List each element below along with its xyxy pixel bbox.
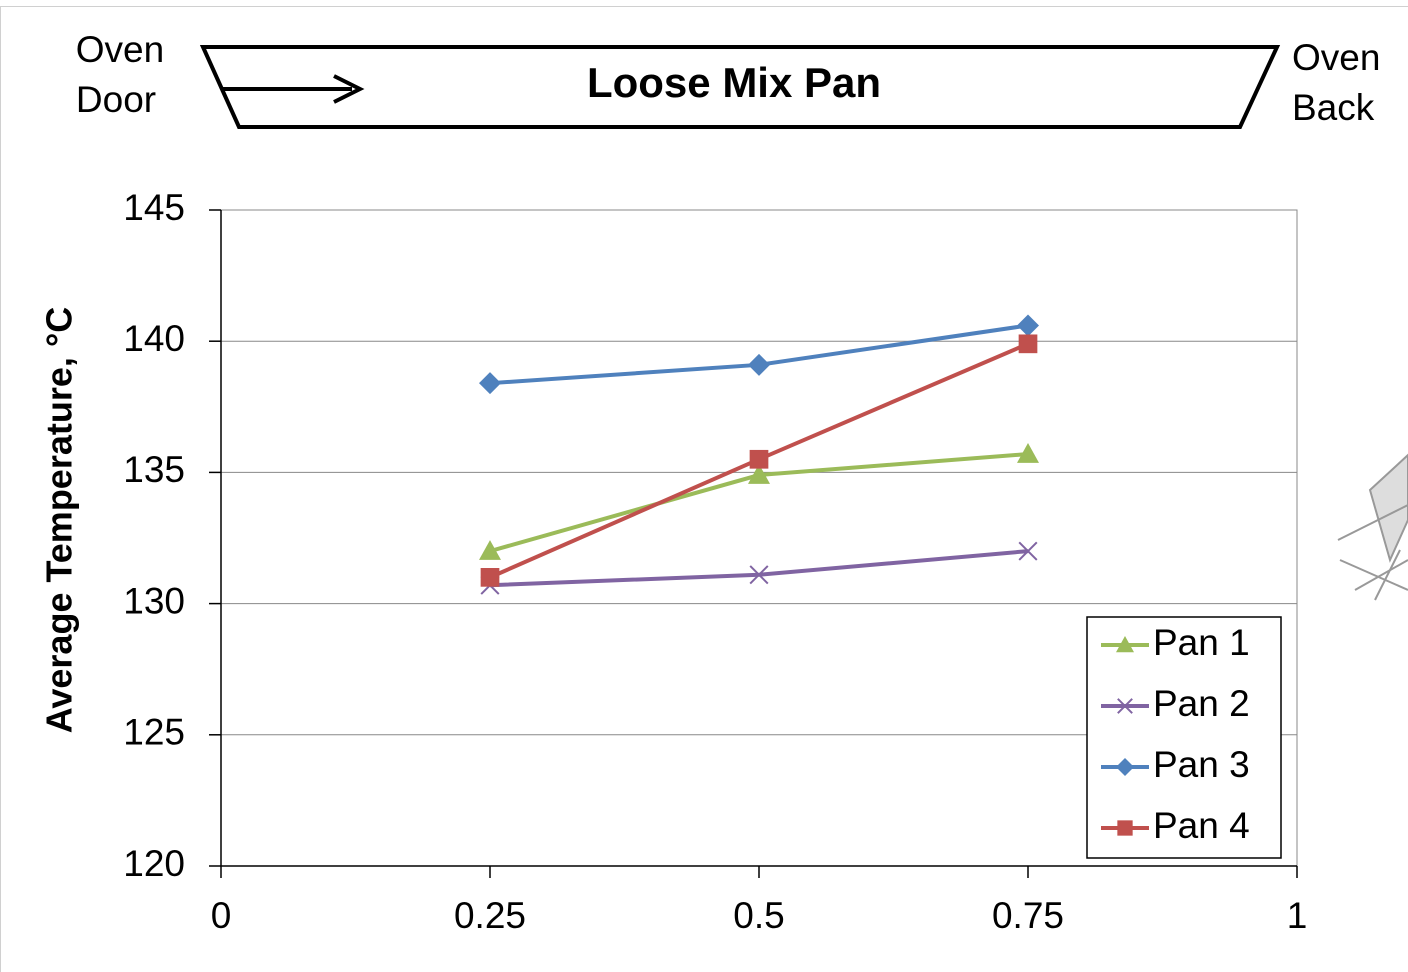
point bbox=[1017, 314, 1039, 337]
left-label: Door bbox=[76, 79, 156, 120]
x-tick-label: 0 bbox=[211, 895, 232, 936]
point bbox=[1018, 334, 1038, 354]
pan-shape bbox=[199, 45, 1281, 129]
frame bbox=[0, 6, 1408, 972]
x-tick-label: 0.25 bbox=[454, 895, 526, 936]
x-tick-label: 1 bbox=[1287, 895, 1308, 936]
y-tick-label: 145 bbox=[123, 187, 185, 228]
y-axis-label: Average Temperature, °C bbox=[39, 307, 80, 734]
point bbox=[1018, 541, 1038, 561]
point bbox=[479, 540, 501, 560]
legend-label: Pan 3 bbox=[1153, 744, 1250, 785]
point bbox=[749, 449, 769, 469]
point bbox=[748, 353, 770, 376]
series-line bbox=[489, 549, 1029, 588]
y-tick-label: 125 bbox=[123, 712, 185, 753]
legend-marker bbox=[1117, 698, 1133, 714]
right-label: Back bbox=[1292, 87, 1375, 128]
y-tick-label: 135 bbox=[123, 449, 185, 490]
legend-marker bbox=[1116, 758, 1134, 776]
rack-image bbox=[1337, 453, 1408, 601]
chart-title: Loose Mix Pan bbox=[587, 59, 881, 106]
legend bbox=[1086, 616, 1282, 859]
x-tick-label: 0.5 bbox=[733, 895, 784, 936]
legend-label: Pan 1 bbox=[1153, 622, 1250, 663]
y-tick-label: 140 bbox=[123, 318, 185, 359]
point bbox=[480, 568, 500, 587]
legend-marker bbox=[1117, 820, 1133, 836]
point bbox=[1017, 443, 1039, 463]
left-label: Oven bbox=[76, 29, 164, 70]
legend-marker bbox=[1116, 636, 1134, 653]
y-tick-label: 130 bbox=[123, 580, 185, 621]
point bbox=[479, 372, 501, 395]
point bbox=[748, 464, 770, 484]
arrow-head bbox=[333, 74, 365, 104]
right-label: Oven bbox=[1292, 37, 1380, 78]
legend-label: Pan 2 bbox=[1153, 683, 1250, 724]
legend-label: Pan 4 bbox=[1153, 805, 1250, 846]
point bbox=[749, 565, 769, 585]
x-tick-label: 0.75 bbox=[992, 895, 1064, 936]
y-tick-label: 120 bbox=[123, 843, 185, 884]
